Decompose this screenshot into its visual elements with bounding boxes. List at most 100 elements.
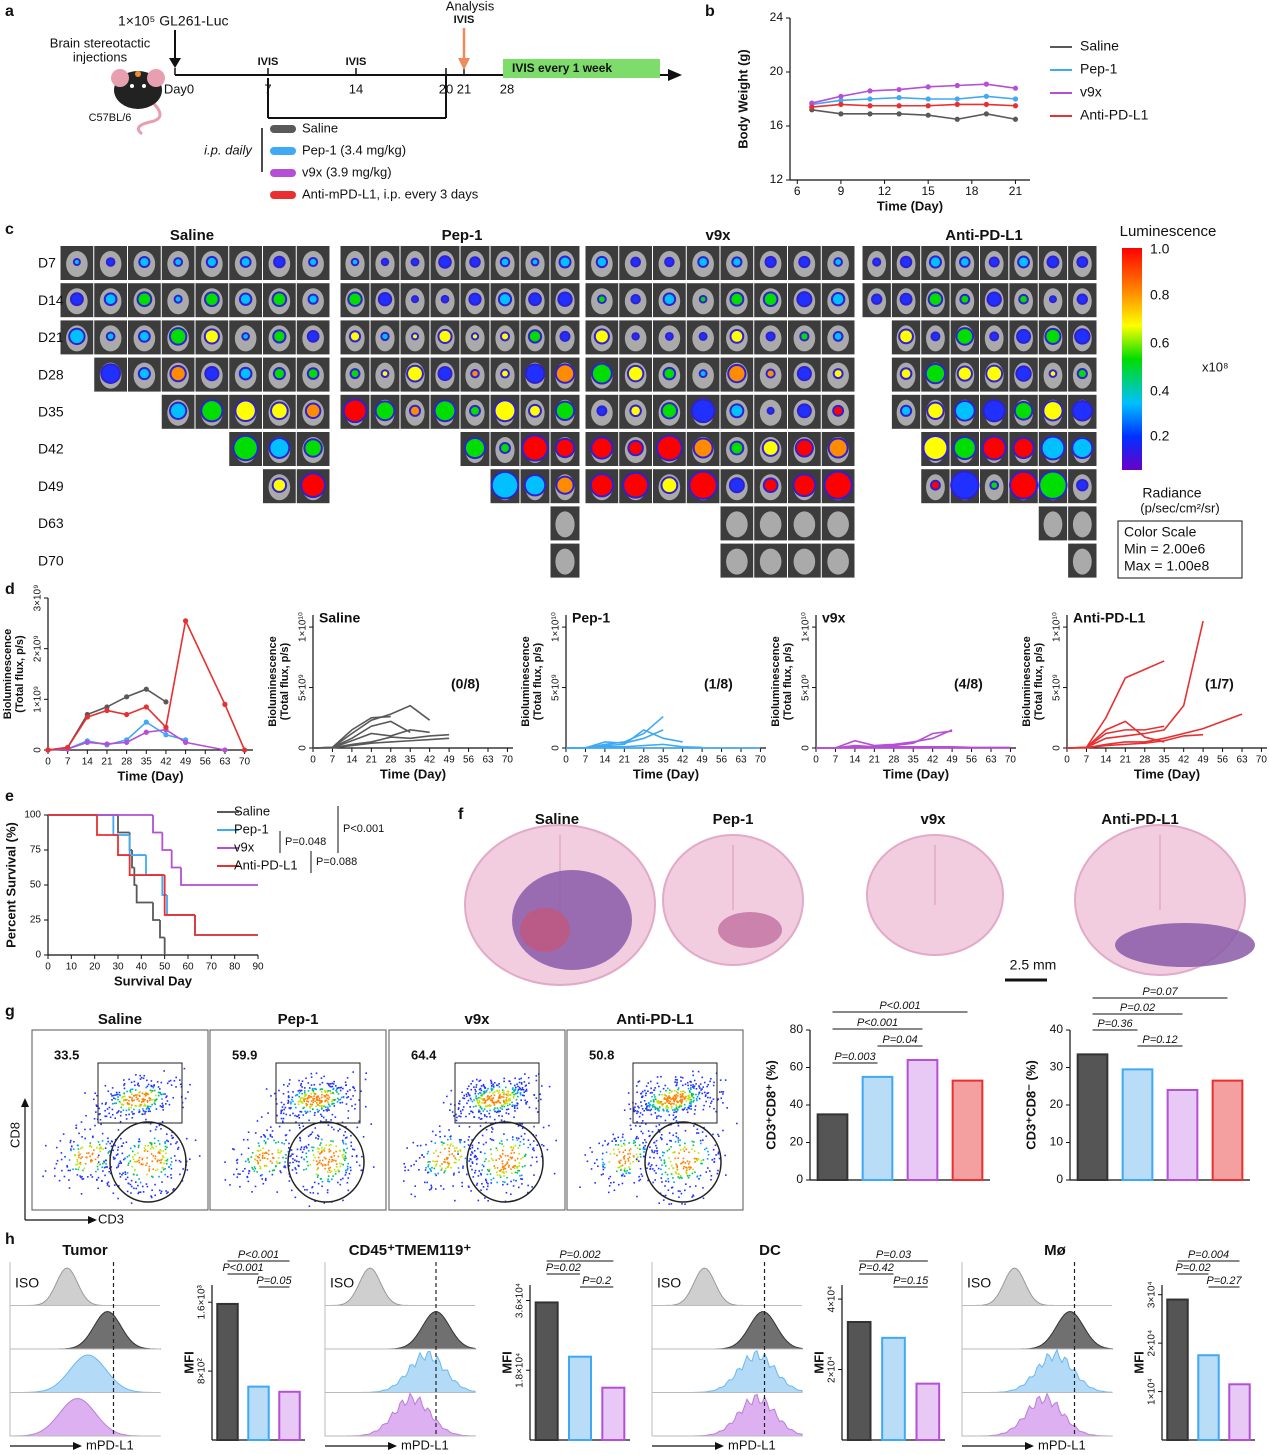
flow-dot	[677, 1087, 680, 1089]
flow-dot	[321, 1107, 323, 1110]
flow-dot	[495, 1147, 498, 1149]
flow-dot	[85, 1156, 88, 1159]
flow-dot	[620, 1145, 623, 1147]
flow-dot	[159, 1105, 162, 1107]
flow-dot	[158, 1088, 161, 1090]
flow-dot	[321, 1164, 324, 1166]
flow-dot	[475, 1155, 477, 1158]
flow-dot	[342, 1153, 345, 1156]
flow-dot	[625, 1172, 628, 1175]
flow-dot	[332, 1159, 335, 1162]
signal-core	[592, 364, 611, 383]
flow-dot	[443, 1161, 445, 1163]
flow-dot	[602, 1168, 605, 1171]
flow-dot	[236, 1176, 239, 1178]
series-marker	[143, 719, 149, 725]
flow-dot	[303, 1100, 306, 1103]
series-marker	[1012, 116, 1019, 122]
flow-dot	[486, 1089, 488, 1092]
flow-dot	[683, 1098, 686, 1100]
flow-dot	[233, 1173, 235, 1176]
flow-dot	[636, 1091, 638, 1094]
flow-dot	[164, 1148, 167, 1151]
flow-dot	[150, 1153, 153, 1155]
bar	[1211, 1079, 1244, 1181]
flow-dot	[429, 1169, 432, 1171]
flow-dot	[246, 1138, 249, 1141]
flow-dot	[333, 1168, 336, 1171]
flow-dot	[133, 1144, 136, 1147]
flow-dot	[121, 1145, 123, 1147]
flow-dot	[97, 1162, 99, 1165]
flow-dot	[119, 1101, 122, 1104]
flow-dot	[515, 1092, 517, 1095]
flow-dot	[239, 1173, 241, 1176]
flow-dot	[678, 1196, 680, 1199]
flow-dot	[457, 1107, 460, 1109]
signal-core	[1017, 367, 1030, 380]
flow-dot	[499, 1176, 502, 1178]
flow-dot	[677, 1190, 680, 1192]
flow-dot	[95, 1104, 98, 1107]
flow-dot	[513, 1090, 516, 1093]
flow-dot	[131, 1104, 133, 1106]
flow-dot	[712, 1148, 715, 1151]
x-axis-label: Survival Day	[114, 973, 193, 988]
signal-core	[1078, 295, 1086, 303]
flow-dot	[131, 1165, 133, 1168]
signal-core	[930, 257, 941, 267]
flow-dot	[532, 1148, 534, 1151]
flow-dot	[135, 1181, 137, 1183]
flow-dot	[502, 1149, 504, 1152]
flow-dot	[337, 1093, 340, 1095]
flow-dot	[638, 1144, 641, 1146]
flow-dot	[318, 1102, 321, 1104]
colorbar-title: Luminescence	[1120, 223, 1217, 240]
signal-core	[591, 475, 613, 496]
flow-dot	[651, 1095, 653, 1098]
flow-dot	[675, 1110, 678, 1113]
flow-dot	[298, 1095, 301, 1098]
flow-dot	[608, 1184, 611, 1187]
flow-dot	[346, 1096, 348, 1099]
flow-dot	[144, 1099, 146, 1101]
flow-dot	[76, 1159, 79, 1161]
flow-dot	[629, 1148, 632, 1150]
flow-dot	[327, 1167, 330, 1170]
flow-dot	[498, 1095, 501, 1097]
flow-dot	[287, 1147, 290, 1149]
flow-dot	[121, 1173, 123, 1176]
flow-dot	[53, 1167, 56, 1170]
flow-dot	[143, 1074, 146, 1077]
flow-dot	[677, 1088, 679, 1091]
flow-dot	[119, 1120, 122, 1123]
flow-dot	[455, 1158, 457, 1161]
flow-dot	[138, 1109, 141, 1111]
flow-dot	[103, 1161, 106, 1164]
flow-dot	[641, 1108, 644, 1110]
signal-core	[74, 259, 79, 265]
flow-dot	[689, 1091, 691, 1093]
flow-dot	[663, 1097, 666, 1099]
flow-dot	[688, 1107, 690, 1110]
flow-dot	[329, 1085, 331, 1088]
flow-dot	[684, 1203, 686, 1206]
flow-dot	[327, 1171, 329, 1173]
flow-dot	[628, 1166, 630, 1168]
flow-dot	[111, 1108, 114, 1111]
flow-dot	[503, 1090, 505, 1093]
signal-core	[664, 294, 675, 304]
signal-core	[532, 259, 538, 265]
flow-dot	[493, 1081, 496, 1084]
flow-dot	[115, 1166, 118, 1169]
signal-core	[1050, 297, 1055, 302]
flow-dot	[278, 1157, 280, 1159]
flow-dot	[330, 1170, 333, 1173]
flow-dot	[313, 1093, 316, 1095]
flow-dot	[654, 1098, 657, 1100]
flow-dot	[139, 1140, 141, 1143]
flow-dot	[124, 1095, 126, 1098]
flow-dot	[507, 1113, 510, 1115]
flow-dot	[656, 1076, 659, 1078]
flow-dot	[282, 1112, 285, 1115]
